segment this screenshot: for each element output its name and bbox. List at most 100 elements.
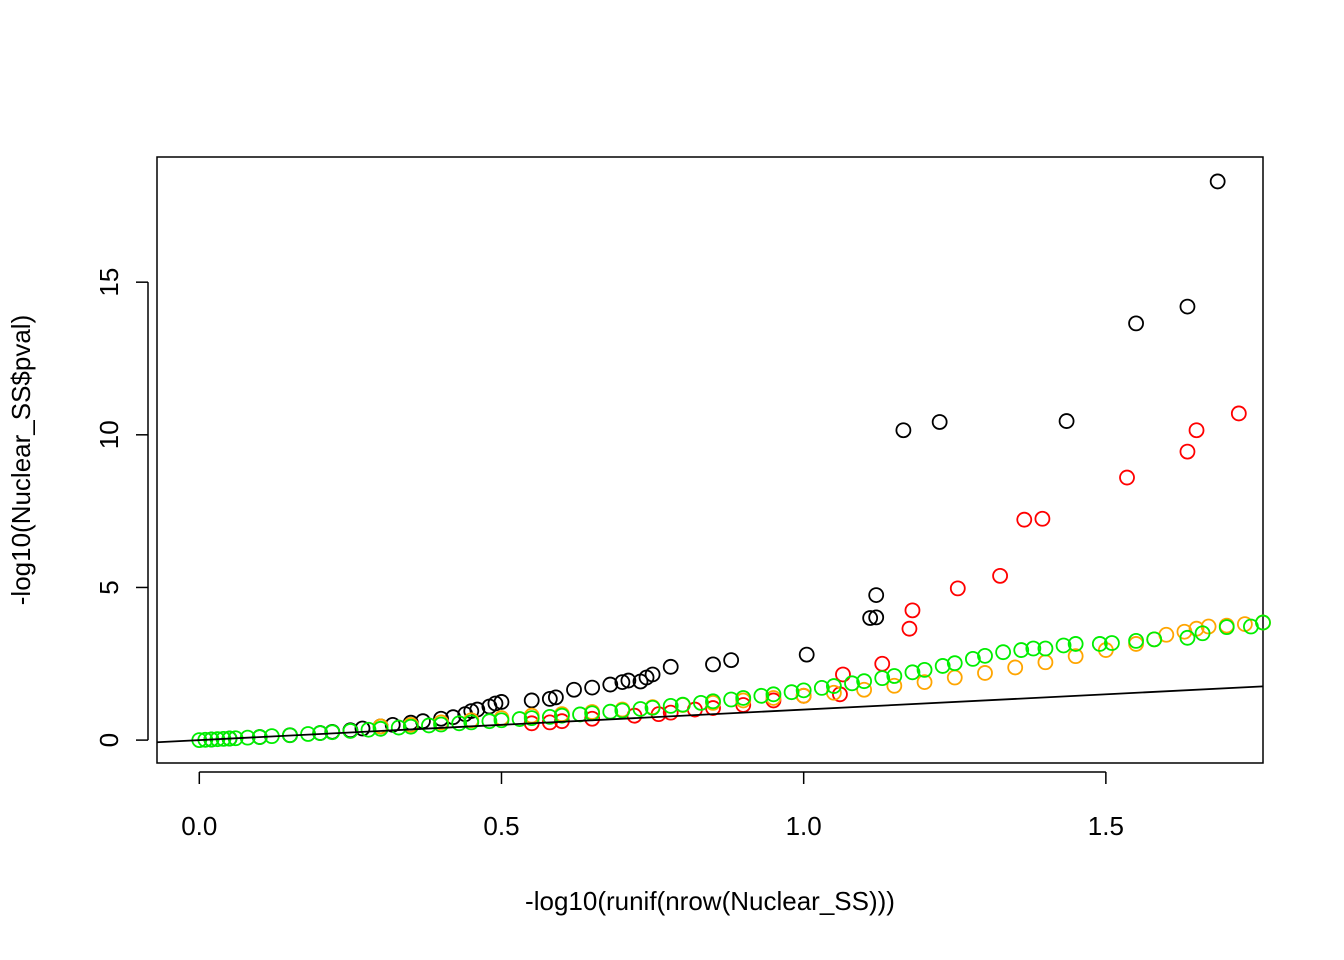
y-axis: 0 5 10 15 <box>94 268 149 747</box>
data-point <box>433 710 449 727</box>
data-point <box>360 721 377 738</box>
y-axis-label: -log10(Nuclear_SS$pval) <box>6 315 36 605</box>
data-point <box>1230 405 1247 422</box>
data-point <box>1025 640 1042 657</box>
data-point <box>934 658 951 674</box>
data-point <box>1209 173 1226 190</box>
data-point <box>644 666 661 683</box>
data-point <box>1179 443 1196 460</box>
data-point <box>1055 637 1072 654</box>
data-point <box>644 699 661 716</box>
data-point <box>1188 422 1205 439</box>
data-point <box>835 666 851 683</box>
data-point <box>904 664 921 681</box>
data-point <box>1067 648 1084 665</box>
data-point <box>1128 315 1144 332</box>
data-point <box>620 672 637 689</box>
x-tick-label: 0.5 <box>483 811 519 841</box>
data-point <box>977 665 993 681</box>
data-point <box>825 678 842 694</box>
data-point <box>433 716 449 733</box>
y-tick-label: 5 <box>94 580 124 594</box>
data-point <box>723 691 740 708</box>
data-point <box>463 714 480 731</box>
data-point <box>481 713 498 730</box>
data-point <box>451 715 468 732</box>
data-point <box>566 681 582 698</box>
data-point <box>1016 511 1033 528</box>
data-point <box>402 718 419 735</box>
data-point <box>765 690 782 706</box>
data-point <box>541 690 558 707</box>
data-point <box>1128 632 1144 649</box>
data-point <box>1067 636 1084 652</box>
data-point <box>1104 635 1120 651</box>
data-point <box>856 673 873 690</box>
data-point <box>1146 631 1163 648</box>
data-point <box>946 655 963 672</box>
data-point <box>1034 510 1051 527</box>
reference-line <box>156 685 1264 744</box>
data-point <box>868 587 885 603</box>
data-point <box>995 644 1012 661</box>
data-point <box>862 610 879 626</box>
x-tick-label: 1.5 <box>1088 811 1124 841</box>
x-tick-label: 1.0 <box>786 811 822 841</box>
data-point <box>584 679 601 696</box>
data-point <box>487 695 504 712</box>
data-point <box>372 720 389 737</box>
data-point <box>662 698 679 714</box>
data-point <box>874 670 891 687</box>
data-point <box>632 701 649 717</box>
data-point <box>354 720 371 737</box>
data-point <box>1013 642 1030 658</box>
data-point <box>931 414 948 430</box>
data-point <box>723 652 740 669</box>
y-tick-label: 15 <box>94 268 124 297</box>
data-point <box>844 675 860 692</box>
data-point <box>674 696 691 713</box>
data-point <box>916 661 933 678</box>
data-points <box>191 173 1271 749</box>
data-point <box>523 692 540 709</box>
data-point <box>541 709 558 725</box>
data-point <box>901 620 918 637</box>
data-point <box>1128 636 1144 652</box>
data-point <box>765 686 782 703</box>
data-point <box>705 656 721 673</box>
data-point <box>1037 640 1054 657</box>
data-point <box>798 646 815 663</box>
x-axis: 0.0 0.5 1.0 1.5 <box>181 771 1124 841</box>
data-point <box>813 679 830 696</box>
data-point <box>523 710 540 727</box>
data-point <box>795 682 812 699</box>
data-point <box>992 567 1008 584</box>
data-point <box>547 689 564 706</box>
data-point <box>342 723 359 739</box>
data-point <box>735 690 752 706</box>
data-point <box>421 717 437 734</box>
data-point <box>463 703 480 720</box>
data-point <box>693 694 709 711</box>
data-point <box>662 704 679 721</box>
data-point <box>390 719 407 736</box>
data-point <box>946 669 963 686</box>
data-point <box>1091 636 1108 652</box>
data-point <box>895 422 912 439</box>
data-point <box>1218 619 1235 636</box>
data-point <box>874 655 891 672</box>
data-point <box>662 658 679 675</box>
data-point <box>1179 629 1196 646</box>
x-axis-label: -log10(runif(nrow(Nuclear_SS))) <box>525 886 895 916</box>
data-point <box>1194 625 1211 642</box>
data-point <box>753 687 770 704</box>
data-point <box>886 677 903 694</box>
data-point <box>705 693 721 710</box>
data-point <box>511 711 528 727</box>
y-tick-label: 0 <box>94 733 124 747</box>
data-point <box>614 702 631 719</box>
data-point <box>1058 413 1075 429</box>
data-point <box>1007 659 1024 676</box>
data-point <box>949 580 966 597</box>
